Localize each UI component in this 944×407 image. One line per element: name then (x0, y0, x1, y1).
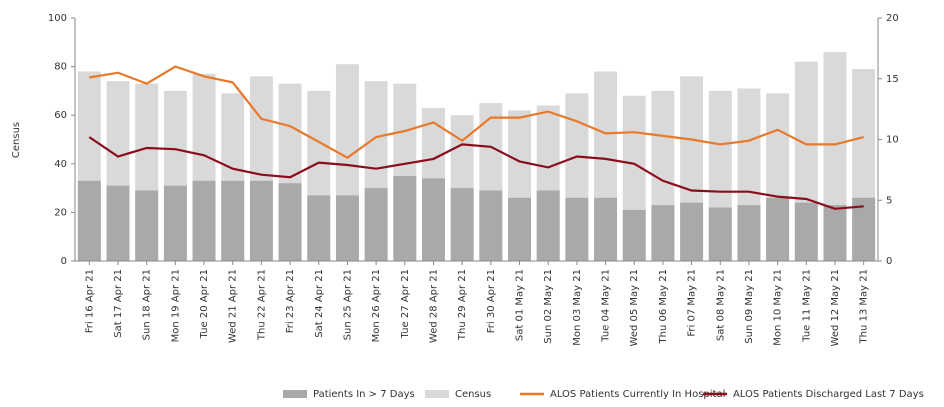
bar (766, 197, 790, 261)
legend-swatch (283, 390, 307, 398)
bar (536, 190, 560, 261)
y-tick-label: 20 (54, 207, 67, 218)
x-tick-label: Thu 29 Apr 21 (457, 269, 468, 341)
line (89, 65, 864, 159)
bar (364, 188, 388, 261)
bar (221, 180, 245, 261)
bar (335, 195, 359, 261)
y-axis-label: Census (11, 122, 22, 158)
bar (163, 185, 187, 261)
legend-label: ALOS Patients Currently In Hospital (550, 389, 725, 400)
bar (450, 188, 474, 261)
x-tick-label: Mon 10 May 21 (773, 269, 784, 346)
x-tick-label: Tue 27 Apr 21 (400, 269, 411, 339)
bar (651, 205, 675, 261)
x-tick-label: Sat 01 May 21 (515, 269, 526, 341)
bar (794, 202, 818, 261)
bar (680, 202, 704, 261)
y2-tick-label: 5 (886, 195, 892, 206)
y-tick-label: 80 (54, 62, 67, 73)
bar (393, 175, 417, 261)
bar (852, 197, 876, 261)
legend-swatch (425, 390, 449, 398)
x-tick-label: Tue 04 May 21 (601, 269, 612, 343)
bar (192, 180, 216, 261)
x-tick-label: Fri 30 Apr 21 (486, 269, 497, 333)
line (88, 136, 864, 210)
bar (77, 180, 101, 261)
bar (106, 185, 130, 261)
x-tick-label: Fri 07 May 21 (687, 269, 698, 337)
y2-tick-label: 0 (886, 256, 892, 267)
x-tick-label: Thu 13 May 21 (859, 269, 870, 344)
y2-tick-label: 20 (886, 13, 899, 24)
legend-label: Patients In > 7 Days (313, 389, 415, 400)
x-tick-label: Mon 03 May 21 (572, 269, 583, 346)
x-tick-label: Tue 20 Apr 21 (199, 269, 210, 339)
x-tick-label: Wed 12 May 21 (830, 269, 841, 346)
bar (249, 180, 273, 261)
y2-tick-label: 15 (886, 74, 899, 85)
y2-tick-label: 10 (886, 135, 899, 146)
y-tick-label: 0 (61, 256, 67, 267)
y-tick-label: 100 (48, 13, 67, 24)
bar (622, 209, 646, 261)
x-tick-label: Tue 11 May 21 (801, 269, 812, 343)
legend-label: Census (455, 389, 491, 400)
bar (479, 190, 503, 261)
x-tick-label: Sun 25 Apr 21 (342, 269, 353, 340)
bar (737, 205, 761, 261)
legend-label: ALOS Patients Discharged Last 7 Days (733, 389, 924, 400)
bar (278, 183, 302, 261)
x-tick-label: Sun 09 May 21 (744, 269, 755, 344)
x-tick-label: Sat 17 Apr 21 (113, 269, 124, 338)
x-tick-label: Mon 19 Apr 21 (170, 269, 181, 342)
x-tick-label: Sat 08 May 21 (715, 269, 726, 341)
x-tick-label: Sun 18 Apr 21 (142, 269, 153, 340)
x-tick-label: Fri 16 Apr 21 (84, 269, 95, 333)
y-tick-label: 40 (54, 159, 67, 170)
y-tick-label: 60 (54, 110, 67, 121)
x-tick-label: Sat 24 Apr 21 (314, 269, 325, 338)
x-tick-label: Fri 23 Apr 21 (285, 269, 296, 333)
x-tick-label: Sun 02 May 21 (543, 269, 554, 344)
x-tick-label: Mon 26 Apr 21 (371, 269, 382, 342)
bar (508, 197, 531, 261)
bar (565, 197, 589, 261)
x-tick-label: Thu 06 May 21 (658, 269, 669, 344)
bar (307, 195, 331, 261)
bar (708, 207, 732, 261)
x-tick-label: Wed 28 Apr 21 (428, 269, 439, 343)
bar (422, 178, 445, 261)
x-tick-label: Thu 22 Apr 21 (256, 269, 267, 341)
bar (594, 197, 618, 261)
x-tick-label: Wed 05 May 21 (629, 269, 640, 346)
bar (823, 205, 847, 261)
bar (135, 190, 159, 261)
x-tick-label: Wed 21 Apr 21 (228, 269, 239, 343)
